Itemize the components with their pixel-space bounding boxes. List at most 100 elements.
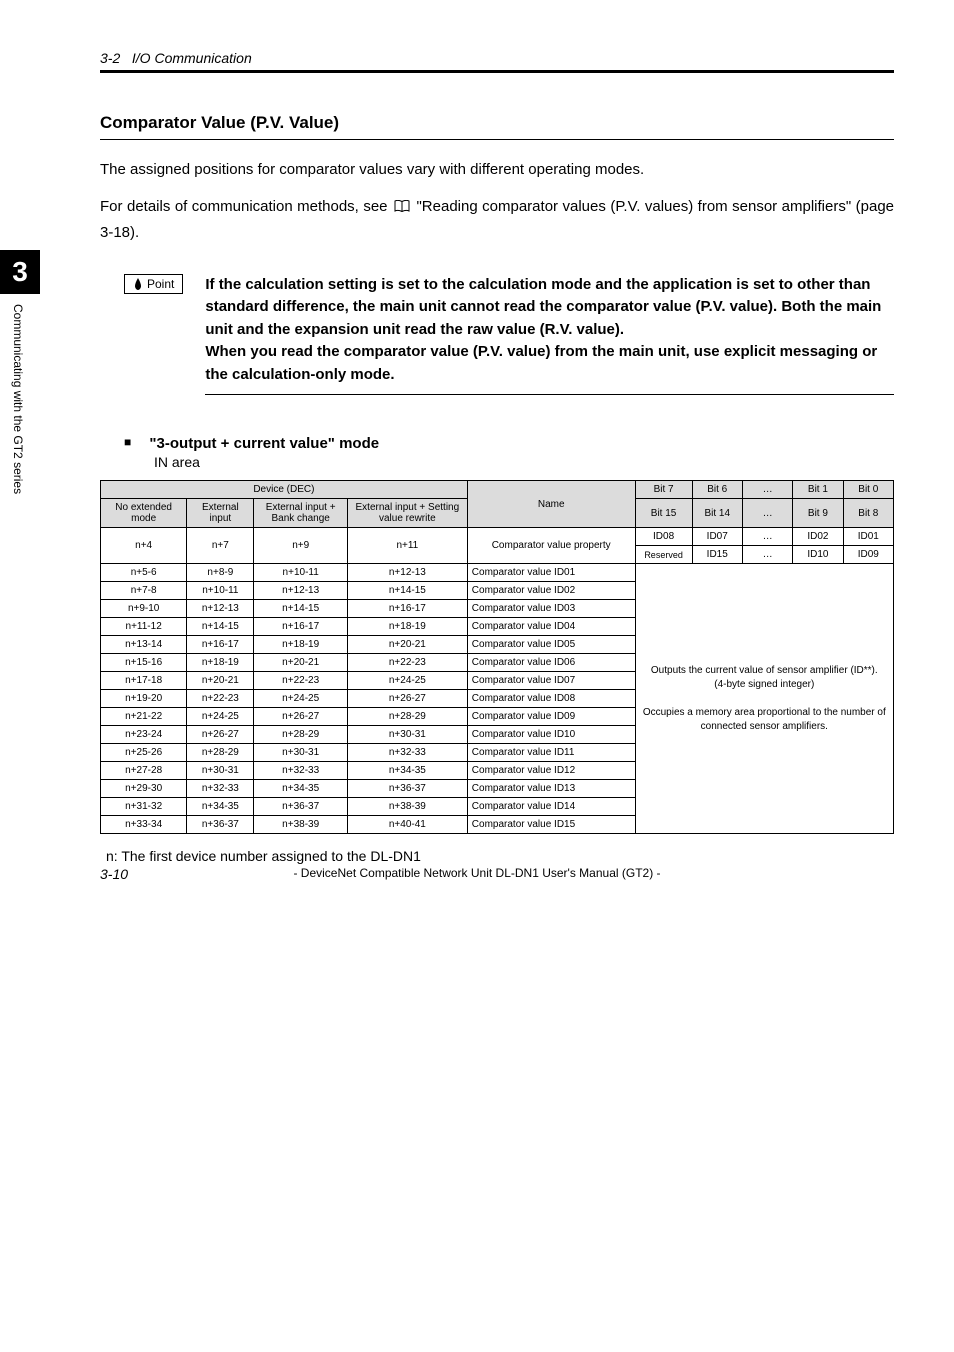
td-dev: n+32-33 <box>254 762 348 780</box>
td-dev: n+10-11 <box>187 582 254 600</box>
th-bit: Bit 15 <box>635 499 692 528</box>
td-dev: n+10-11 <box>254 564 348 582</box>
td-dev: n+11-12 <box>101 618 187 636</box>
td-dev: n+38-39 <box>254 816 348 834</box>
td-dev: n+12-13 <box>347 564 467 582</box>
td-dev: n+27-28 <box>101 762 187 780</box>
td-dev: n+34-35 <box>347 762 467 780</box>
point-label: Point <box>124 274 183 294</box>
td-dev: n+30-31 <box>254 744 348 762</box>
td-dev: n+40-41 <box>347 816 467 834</box>
th-device: Device (DEC) <box>101 481 468 499</box>
td-name: Comparator value ID08 <box>467 690 635 708</box>
td-bit: ID01 <box>843 528 893 546</box>
point-block: Point If the calculation setting is set … <box>124 274 894 396</box>
td-dev: n+7 <box>187 528 254 564</box>
td-dev: n+18-19 <box>254 636 348 654</box>
td-dev: n+25-26 <box>101 744 187 762</box>
td-dev: n+32-33 <box>347 744 467 762</box>
pointer-icon <box>133 278 143 290</box>
td-dev: n+11 <box>347 528 467 564</box>
th-dev: External input + Bank change <box>254 499 348 528</box>
td-dev: n+12-13 <box>254 582 348 600</box>
td-name: Comparator value ID05 <box>467 636 635 654</box>
td-dev: n+34-35 <box>254 780 348 798</box>
td-dev: n+15-16 <box>101 654 187 672</box>
th-bit: Bit 8 <box>843 499 893 528</box>
td-dev: n+28-29 <box>347 708 467 726</box>
td-dev: n+24-25 <box>347 672 467 690</box>
th-name: Name <box>467 481 635 528</box>
td-dev: n+18-19 <box>347 618 467 636</box>
th-dev: External input + Setting value rewrite <box>347 499 467 528</box>
td-dev: n+14-15 <box>347 582 467 600</box>
td-dev: n+13-14 <box>101 636 187 654</box>
td-bit: … <box>742 528 792 546</box>
td-name: Comparator value ID13 <box>467 780 635 798</box>
th-bit: Bit 1 <box>793 481 843 499</box>
td-name: Comparator value ID07 <box>467 672 635 690</box>
td-dev: n+33-34 <box>101 816 187 834</box>
td-dev: n+7-8 <box>101 582 187 600</box>
th-bit: … <box>742 499 792 528</box>
td-dev: n+24-25 <box>187 708 254 726</box>
td-bit: ID07 <box>692 528 742 546</box>
comparator-table: Device (DEC) Name Bit 7 Bit 6 … Bit 1 Bi… <box>100 480 894 834</box>
td-name: Comparator value ID06 <box>467 654 635 672</box>
th-bit: Bit 0 <box>843 481 893 499</box>
th-bit: Bit 6 <box>692 481 742 499</box>
td-name: Comparator value ID02 <box>467 582 635 600</box>
td-dev: n+19-20 <box>101 690 187 708</box>
td-bit: … <box>742 546 792 564</box>
td-dev: n+26-27 <box>254 708 348 726</box>
in-area-label: IN area <box>154 454 894 470</box>
td-dev: n+28-29 <box>187 744 254 762</box>
subsection-title: Comparator Value (P.V. Value) <box>100 113 894 140</box>
bullet-square-icon: ■ <box>124 435 131 449</box>
page-header: 3-2 I/O Communication <box>100 50 894 66</box>
td-bit: ID10 <box>793 546 843 564</box>
th-dev: External input <box>187 499 254 528</box>
td-dev: n+16-17 <box>254 618 348 636</box>
td-dev: n+14-15 <box>254 600 348 618</box>
th-bit: Bit 7 <box>635 481 692 499</box>
td-dev: n+20-21 <box>187 672 254 690</box>
td-dev: n+30-31 <box>347 726 467 744</box>
td-name: Comparator value ID04 <box>467 618 635 636</box>
td-bit: ID15 <box>692 546 742 564</box>
chapter-label: Communicating with the GT2 series <box>0 294 36 574</box>
td-dev: n+4 <box>101 528 187 564</box>
point-label-text: Point <box>147 277 174 291</box>
mode-heading: ■ "3-output + current value" mode <box>124 435 894 452</box>
td-dev: n+16-17 <box>187 636 254 654</box>
td-dev: n+28-29 <box>254 726 348 744</box>
td-dev: n+18-19 <box>187 654 254 672</box>
td-name: Comparator value ID09 <box>467 708 635 726</box>
section-number: 3-2 <box>100 50 120 66</box>
td-dev: n+5-6 <box>101 564 187 582</box>
td-dev: n+12-13 <box>187 600 254 618</box>
td-dev: n+26-27 <box>347 690 467 708</box>
td-dev: n+24-25 <box>254 690 348 708</box>
td-dev: n+29-30 <box>101 780 187 798</box>
td-dev: n+20-21 <box>254 654 348 672</box>
footer-text: - DeviceNet Compatible Network Unit DL-D… <box>0 866 954 880</box>
side-tab: 3 Communicating with the GT2 series <box>0 250 40 574</box>
td-dev: n+23-24 <box>101 726 187 744</box>
td-bit: ID02 <box>793 528 843 546</box>
td-name: Comparator value ID10 <box>467 726 635 744</box>
body-paragraph-2: For details of communication methods, se… <box>100 195 894 244</box>
td-bit: Reserved <box>635 546 692 564</box>
th-dev: No extended mode <box>101 499 187 528</box>
page-footer: 3-10 - DeviceNet Compatible Network Unit… <box>0 866 954 880</box>
td-dev: n+16-17 <box>347 600 467 618</box>
td-name: Comparator value ID14 <box>467 798 635 816</box>
td-dev: n+8-9 <box>187 564 254 582</box>
td-dev: n+36-37 <box>187 816 254 834</box>
td-name: Comparator value ID01 <box>467 564 635 582</box>
body-paragraph-1: The assigned positions for comparator va… <box>100 158 894 181</box>
td-dev: n+17-18 <box>101 672 187 690</box>
td-dev: n+22-23 <box>254 672 348 690</box>
book-icon <box>394 197 410 220</box>
chapter-number: 3 <box>0 250 40 294</box>
